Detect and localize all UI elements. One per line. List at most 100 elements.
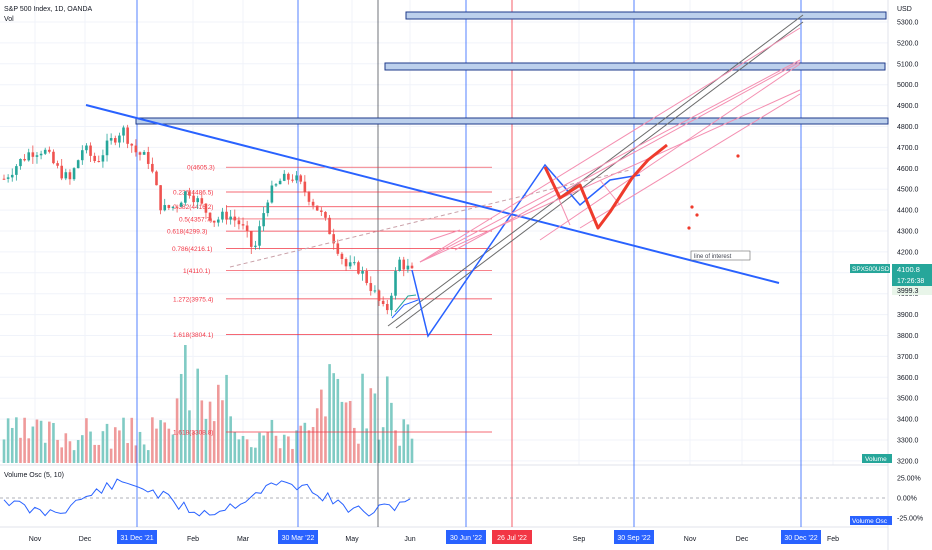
volume-bar: [245, 439, 249, 463]
volume-bar: [130, 417, 134, 463]
candle-body: [274, 184, 278, 186]
time-tick: Feb: [827, 536, 839, 543]
minor-channel-line: [391, 299, 419, 319]
candle-body: [155, 171, 158, 186]
fib-level-label: 0(4605.3): [187, 165, 215, 172]
time-axis[interactable]: Nov Dec Feb Mar May Jun Sep Nov Dec Feb 31 Dec '21…: [29, 530, 839, 544]
candle-body: [233, 216, 237, 221]
candle-body: [31, 152, 35, 157]
channel-upper-line[interactable]: [387, 14, 804, 327]
volume-bar: [315, 408, 319, 463]
volume-oscillator-line: [3, 478, 411, 517]
price-tick: 3800.0: [897, 333, 919, 340]
resistance-band-5080[interactable]: [384, 62, 886, 71]
resistance-band-5325[interactable]: [405, 11, 887, 20]
candle-body: [299, 175, 303, 182]
volume-bar: [35, 419, 39, 463]
candle-body: [171, 206, 175, 208]
event-date-tag[interactable]: [614, 530, 654, 544]
candle-body: [163, 205, 167, 211]
volume-bar: [365, 428, 368, 463]
candlestick-series: [2, 124, 414, 317]
candle-body: [134, 145, 138, 153]
volume-bar: [385, 376, 389, 463]
candle-body: [72, 168, 76, 180]
dashed-trend-line[interactable]: [229, 169, 631, 268]
candle-body: [332, 234, 335, 244]
candle-body: [270, 185, 274, 203]
candle-body: [39, 153, 43, 156]
candle-body: [365, 270, 368, 284]
time-tick: Nov: [684, 536, 697, 543]
secondary-price: 3999.3: [897, 288, 919, 295]
projected-path-red[interactable]: [543, 143, 668, 230]
downtrend-line[interactable]: [85, 104, 780, 284]
candle-body: [361, 270, 364, 274]
candle-body: [241, 224, 245, 226]
candle-body: [373, 290, 377, 292]
volume-bar: [72, 450, 76, 463]
candle-body: [278, 180, 282, 185]
volume-bar: [175, 398, 179, 463]
candle-body: [10, 174, 14, 178]
volume-bar: [48, 421, 51, 463]
resistance-bands[interactable]: [135, 11, 889, 125]
price-tick: 5100.0: [897, 61, 919, 68]
line-of-interest-callout[interactable]: [690, 250, 751, 261]
candle-body: [262, 213, 265, 227]
fib-level-label: 0.786(4216.1): [172, 246, 212, 253]
resistance-band-4820[interactable]: [135, 117, 889, 125]
candle-body: [146, 152, 150, 164]
osc-tick: -25.00%: [897, 516, 923, 523]
osc-label: Volume Osc (5, 10): [4, 472, 64, 479]
currency-label: USD: [897, 6, 912, 13]
event-date-tag[interactable]: [117, 530, 157, 544]
candle-body: [23, 158, 26, 161]
candle-body: [221, 211, 224, 220]
channel-lower-line[interactable]: [395, 21, 804, 329]
projection-fan[interactable]: [419, 27, 801, 263]
volume-bar: [241, 435, 245, 463]
marker-dot: [736, 154, 740, 158]
price-tick: 4400.0: [897, 208, 919, 215]
price-tick: 4800.0: [897, 124, 919, 131]
price-tick: 4600.0: [897, 166, 919, 173]
candle-body: [142, 152, 146, 155]
volume-bar: [303, 422, 307, 463]
candle-body: [196, 198, 199, 203]
candle-body: [320, 210, 323, 212]
event-date-tag[interactable]: [492, 530, 532, 544]
volume-bar: [291, 448, 294, 463]
volume-bar: [2, 439, 6, 463]
volume-bar: [336, 378, 340, 463]
candle-body: [390, 295, 393, 311]
volume-bar: [204, 418, 208, 463]
volume-bar: [320, 389, 323, 463]
event-date-tag[interactable]: [446, 530, 486, 544]
volume-bars: [2, 345, 414, 463]
candle-body: [68, 172, 72, 180]
event-date-tag[interactable]: [278, 530, 318, 544]
time-tick: Dec: [79, 536, 92, 543]
event-date-tag[interactable]: [781, 530, 821, 544]
candle-body: [167, 205, 171, 208]
candle-body: [15, 166, 18, 175]
volume-bar: [19, 437, 22, 463]
time-tick: Mar: [237, 536, 250, 543]
volume-bar: [237, 439, 241, 463]
volume-bar: [353, 427, 356, 463]
candle-body: [109, 138, 113, 141]
candle-body: [282, 173, 286, 181]
volume-bar: [221, 400, 224, 463]
volume-bar: [270, 419, 274, 463]
projection-channel[interactable]: [387, 14, 804, 338]
fib-level-label: 0.5(4357.7): [179, 216, 212, 223]
projected-path-blue[interactable]: [411, 163, 641, 338]
osc-tick: 25.00%: [897, 476, 921, 483]
volume-bar: [357, 443, 360, 463]
line-of-interest-text: line of interest: [694, 254, 732, 260]
volume-bar: [287, 436, 290, 463]
volume-bar: [229, 416, 232, 463]
time-tick: May: [345, 536, 359, 543]
